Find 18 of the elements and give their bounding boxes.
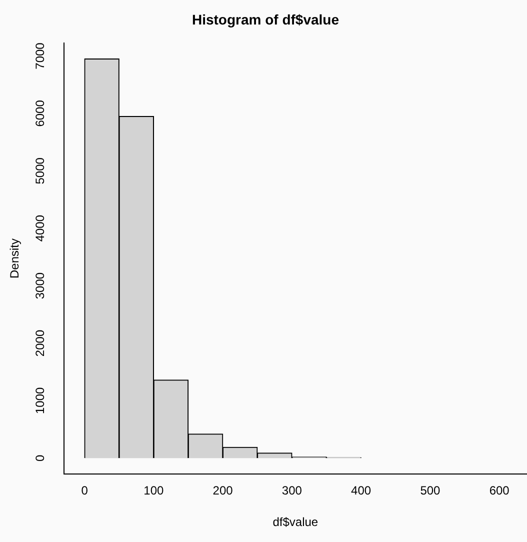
y-tick-label: 5000 <box>32 157 47 184</box>
x-tick-label: 0 <box>81 484 88 498</box>
x-tick-label: 200 <box>212 484 234 498</box>
x-tick-label: 300 <box>282 484 302 498</box>
y-tick-label: 4000 <box>32 214 47 242</box>
x-tick-label: 500 <box>420 484 441 498</box>
y-tick-label: 7000 <box>32 42 47 70</box>
x-tick-label: 100 <box>144 484 164 498</box>
chart-title: Histogram of df$value <box>192 11 340 28</box>
y-tick-label: 1000 <box>32 387 47 414</box>
y-tick-label: 2000 <box>32 330 47 357</box>
y-tick-label: 3000 <box>32 272 47 300</box>
y-tick-label: 0 <box>32 454 47 462</box>
y-tick-label: 6000 <box>32 100 47 127</box>
y-axis-title: Density <box>8 238 22 279</box>
x-tick-label: 400 <box>351 484 372 498</box>
x-axis-title: df$value <box>272 515 318 530</box>
x-tick-label: 600 <box>489 484 510 498</box>
